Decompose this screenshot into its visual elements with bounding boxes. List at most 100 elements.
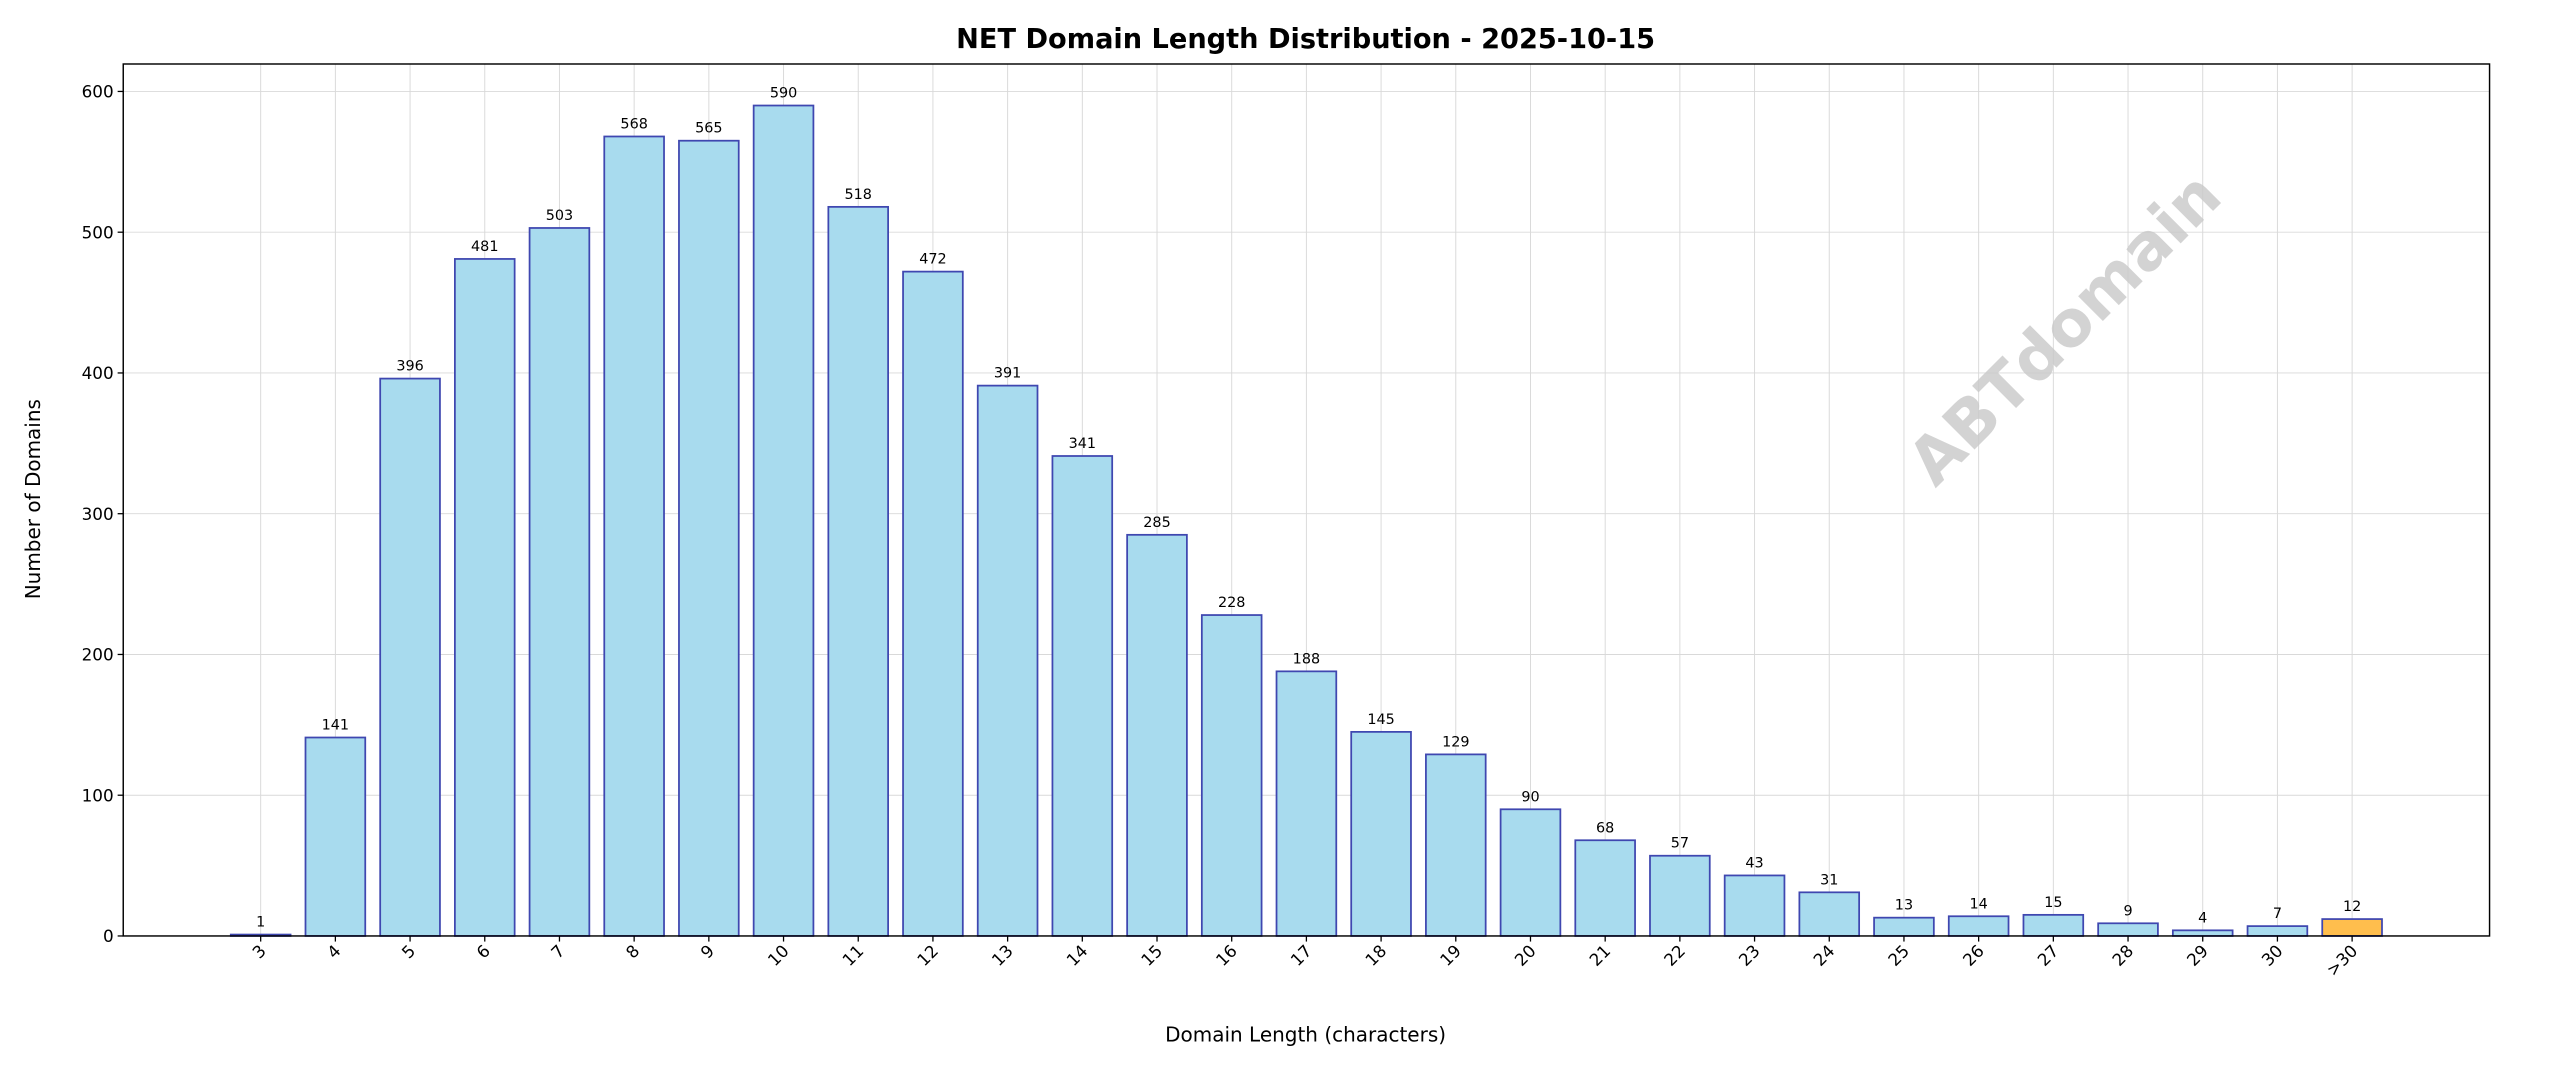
data-label-20: 90 — [1521, 789, 1539, 805]
bar-14 — [1051, 455, 1114, 937]
x-tick-label: 27 — [2033, 941, 2062, 970]
bar-12 — [902, 270, 964, 937]
x-tick-label: 25 — [1884, 941, 1913, 970]
bar-23 — [1723, 874, 1786, 937]
data-label-10: 590 — [770, 86, 797, 102]
data-label-6: 481 — [471, 239, 498, 255]
y-tick-label: 600 — [82, 82, 114, 102]
bar-22 — [1649, 854, 1711, 937]
data-label-8: 568 — [620, 116, 647, 132]
y-axis-ticks: 0 100 200 300 400 500 600 — [82, 82, 124, 946]
x-tick-label: 18 — [1361, 941, 1390, 970]
data-label-26: 14 — [1969, 896, 1987, 912]
bar-13 — [976, 384, 1039, 937]
chart-title: NET Domain Length Distribution - 2025-10… — [956, 24, 1655, 55]
bar->30 — [2321, 918, 2383, 937]
data-label-18: 145 — [1367, 712, 1394, 728]
bar-20 — [1499, 808, 1562, 937]
data-label-16: 228 — [1218, 595, 1245, 611]
x-tick-label: 16 — [1212, 941, 1241, 970]
bar-26 — [1947, 915, 2010, 937]
bar-11 — [827, 205, 889, 937]
data-label-13: 391 — [994, 366, 1021, 382]
data-label->30: 12 — [2343, 899, 2361, 915]
x-tick-label: 10 — [764, 941, 793, 970]
x-tick-label: >30 — [2322, 941, 2361, 980]
y-tick-label: 400 — [82, 363, 114, 383]
x-tick-label: 9 — [696, 941, 718, 963]
x-tick-label: 17 — [1286, 941, 1315, 970]
bar-30 — [2246, 925, 2309, 937]
data-label-15: 285 — [1143, 515, 1170, 531]
x-axis-ticks: 3 4 5 6 7 8 9 10 11 12 13 14 15 16 17 18 19 20 21 22 23 24 25 2… — [248, 935, 2361, 980]
x-tick-label: 22 — [1660, 941, 1689, 970]
bar-4 — [304, 736, 367, 937]
watermark: ABTdomain — [1894, 158, 2236, 500]
data-label-14: 341 — [1069, 436, 1096, 452]
x-tick-label: 4 — [323, 941, 345, 963]
data-label-29: 4 — [2198, 910, 2207, 926]
bar-21 — [1574, 839, 1636, 937]
bar-8 — [603, 135, 665, 937]
x-tick-label: 14 — [1062, 941, 1091, 970]
x-tick-label: 26 — [1959, 941, 1988, 970]
x-axis-label: Domain Length (characters) — [1165, 1023, 1446, 1047]
x-tick-label: 30 — [2257, 941, 2286, 970]
y-tick-label: 500 — [82, 222, 114, 242]
bar-29 — [2171, 929, 2234, 937]
bars — [229, 104, 2383, 937]
bar-28 — [2097, 922, 2159, 937]
x-tick-label: 12 — [913, 941, 942, 970]
data-labels: 1 141 396 481 503 568 565 590 518 472 391 341 285 228… — [256, 86, 2361, 931]
bar-15 — [1126, 533, 1188, 937]
bar-19 — [1425, 753, 1487, 937]
bar-6 — [454, 258, 516, 937]
y-tick-label: 0 — [103, 926, 114, 946]
x-tick-label: 20 — [1510, 941, 1539, 970]
data-label-21: 68 — [1596, 820, 1614, 836]
data-label-24: 31 — [1820, 872, 1838, 888]
data-label-28: 9 — [2123, 903, 2132, 919]
y-axis-label: Number of Domains — [21, 399, 45, 599]
x-tick-label: 24 — [1809, 941, 1838, 970]
x-tick-label: 6 — [472, 941, 494, 963]
x-tick-label: 7 — [547, 941, 569, 963]
x-tick-label: 13 — [988, 941, 1017, 970]
bar-9 — [678, 139, 740, 937]
x-tick-label: 21 — [1585, 941, 1614, 970]
data-label-11: 518 — [845, 187, 872, 203]
data-label-19: 129 — [1442, 734, 1469, 750]
x-tick-label: 23 — [1735, 941, 1764, 970]
bar-5 — [379, 377, 441, 937]
x-tick-label: 28 — [2108, 941, 2137, 970]
bar-16 — [1200, 614, 1263, 937]
bar-24 — [1798, 891, 1861, 937]
data-label-4: 141 — [322, 718, 349, 734]
bar-17 — [1275, 670, 1338, 937]
y-tick-label: 100 — [82, 785, 114, 805]
x-tick-label: 29 — [2183, 941, 2212, 970]
x-tick-label: 11 — [838, 941, 867, 970]
data-label-27: 15 — [2044, 895, 2062, 911]
data-label-30: 7 — [2273, 906, 2282, 922]
bar-18 — [1350, 730, 1412, 937]
x-tick-label: 8 — [622, 941, 644, 963]
bar-27 — [2022, 913, 2085, 937]
x-tick-label: 15 — [1137, 941, 1166, 970]
y-tick-label: 200 — [82, 645, 114, 665]
data-label-22: 57 — [1671, 836, 1689, 852]
data-label-17: 188 — [1293, 651, 1320, 667]
data-label-7: 503 — [546, 208, 573, 224]
data-label-12: 472 — [919, 252, 946, 268]
bar-10 — [752, 104, 815, 937]
data-label-3: 1 — [256, 915, 265, 931]
bar-25 — [1873, 916, 1935, 937]
x-tick-label: 19 — [1436, 941, 1465, 970]
bar-7 — [528, 227, 591, 937]
data-label-9: 565 — [695, 121, 722, 137]
x-tick-label: 5 — [398, 941, 420, 963]
y-tick-label: 300 — [82, 504, 114, 524]
data-label-23: 43 — [1745, 855, 1763, 871]
data-label-5: 396 — [396, 359, 423, 375]
